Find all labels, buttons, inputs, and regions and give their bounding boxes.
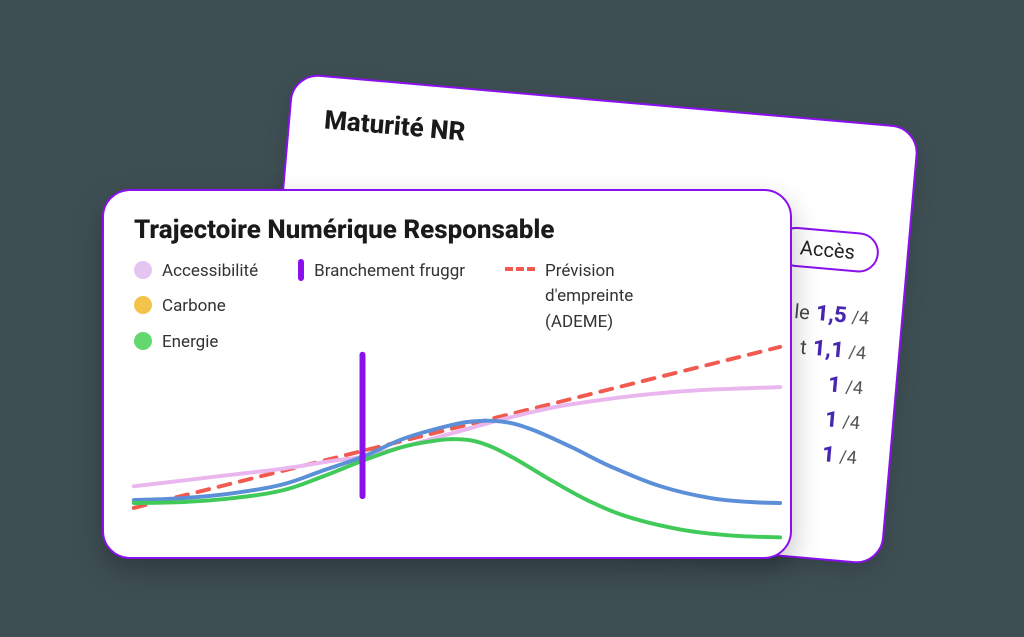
score-row: 1 /4 — [781, 438, 858, 469]
legend-label: Accessibilité — [162, 259, 258, 285]
score-list: le1,5 /4t1,1 /4 1 /4 1 /4 1 /4 — [780, 289, 871, 480]
trajectory-chart — [104, 341, 790, 557]
legend-carbone: Carbone — [134, 294, 258, 320]
legend-ademe: Prévision d'empreinte (ADEME) — [505, 259, 705, 336]
legend-label: Carbone — [162, 294, 226, 320]
legend-accessibilite: Accessibilité — [134, 259, 258, 285]
dot-icon — [134, 261, 152, 279]
bar-icon — [298, 259, 304, 281]
trajectoire-card: Trajectoire Numérique Responsable Access… — [102, 189, 792, 559]
maturite-title: Maturité NR — [323, 105, 881, 184]
legend-label: Prévision d'empreinte (ADEME) — [545, 259, 705, 336]
legend-fruggr: Branchement fruggr — [298, 259, 465, 285]
chart-svg — [104, 341, 790, 557]
score-row: t1,1 /4 — [790, 333, 867, 364]
legend-label: Branchement fruggr — [314, 259, 465, 285]
dash-icon — [505, 267, 535, 271]
dot-icon — [134, 296, 152, 314]
trajectoire-title: Trajectoire Numérique Responsable — [134, 215, 760, 245]
card-stack: Maturité NR Accès le1,5 /4t1,1 /41 /41 /… — [102, 79, 922, 559]
score-row: 1 /4 — [787, 368, 864, 399]
score-row: le1,5 /4 — [793, 299, 870, 330]
score-row: 1 /4 — [784, 403, 861, 434]
